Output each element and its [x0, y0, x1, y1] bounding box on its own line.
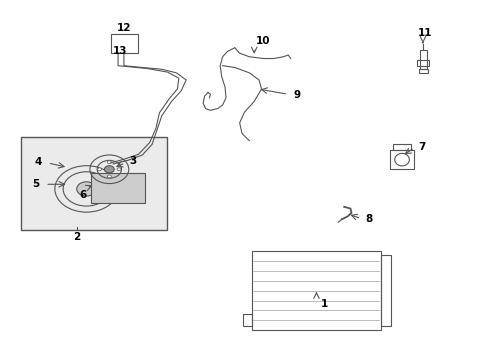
Bar	[419, 50, 426, 69]
Circle shape	[98, 168, 102, 171]
Text: 4: 4	[34, 157, 41, 167]
Bar	[416, 60, 428, 66]
Circle shape	[104, 166, 114, 173]
Text: 8: 8	[365, 214, 371, 224]
Bar	[418, 68, 427, 73]
Circle shape	[77, 182, 96, 196]
Circle shape	[107, 175, 111, 178]
Text: 11: 11	[417, 28, 432, 38]
Bar	[111, 33, 137, 53]
Text: 10: 10	[255, 36, 270, 46]
Bar	[251, 251, 380, 330]
Text: 1: 1	[321, 299, 327, 309]
Circle shape	[117, 168, 121, 171]
Bar	[91, 173, 144, 203]
Text: 6: 6	[79, 190, 86, 200]
Text: 3: 3	[129, 157, 136, 166]
Bar	[389, 150, 413, 169]
Text: 5: 5	[32, 179, 39, 189]
Bar	[21, 137, 166, 230]
Circle shape	[107, 161, 111, 163]
Bar	[243, 314, 251, 327]
Text: 9: 9	[292, 90, 300, 100]
Text: 7: 7	[418, 142, 425, 152]
Text: 2: 2	[73, 232, 80, 242]
Bar	[380, 255, 390, 327]
Text: 12: 12	[117, 23, 131, 33]
Bar	[392, 144, 410, 150]
Text: 13: 13	[113, 46, 127, 56]
